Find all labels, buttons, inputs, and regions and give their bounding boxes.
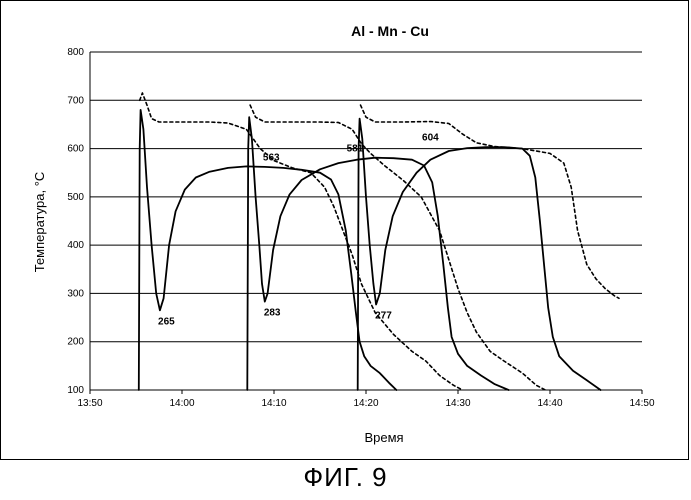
y-tick-label: 300 <box>67 288 84 299</box>
tick-labels: 100 200 300 400 500 600 700 800 13:50 14:00 14:10 1… <box>67 47 655 409</box>
y-axis-label: Температура, °С <box>32 172 47 273</box>
y-tick-label: 700 <box>67 95 84 106</box>
data-labels: 265 283 277 563 581 604 <box>158 133 439 328</box>
data-label-604: 604 <box>422 133 439 144</box>
data-label-283: 283 <box>264 308 281 319</box>
x-tick-label: 14:40 <box>537 398 562 409</box>
chart-title: Al - Mn - Cu <box>351 23 429 39</box>
data-label-265: 265 <box>158 316 175 327</box>
dashed-series-line-4 <box>140 93 463 390</box>
y-tick-label: 100 <box>67 385 84 396</box>
x-tick-label: 14:10 <box>261 398 286 409</box>
data-label-277: 277 <box>375 311 392 322</box>
temperature-time-chart: Al - Mn - Cu Температура, °С Время 100 20… <box>0 0 691 460</box>
figure-caption: ФИГ. 9 <box>0 462 691 493</box>
series-group <box>139 93 619 390</box>
y-tick-label: 200 <box>67 337 84 348</box>
data-label-581: 581 <box>347 144 364 155</box>
y-tick-label: 600 <box>67 144 84 155</box>
x-tick-label: 14:20 <box>353 398 378 409</box>
x-tick-label: 14:50 <box>629 398 654 409</box>
y-tick-label: 800 <box>67 47 84 58</box>
solid-series-line-2 <box>247 117 508 390</box>
data-label-563: 563 <box>263 152 280 163</box>
y-tick-label: 500 <box>67 192 84 203</box>
x-tick-label: 13:50 <box>77 398 102 409</box>
grid-lines <box>90 52 642 390</box>
x-tick-label: 14:00 <box>169 398 194 409</box>
x-tick-label: 14:30 <box>445 398 470 409</box>
solid-series-line-3 <box>358 119 601 390</box>
x-axis-label: Время <box>364 430 403 445</box>
y-tick-label: 400 <box>67 240 84 251</box>
